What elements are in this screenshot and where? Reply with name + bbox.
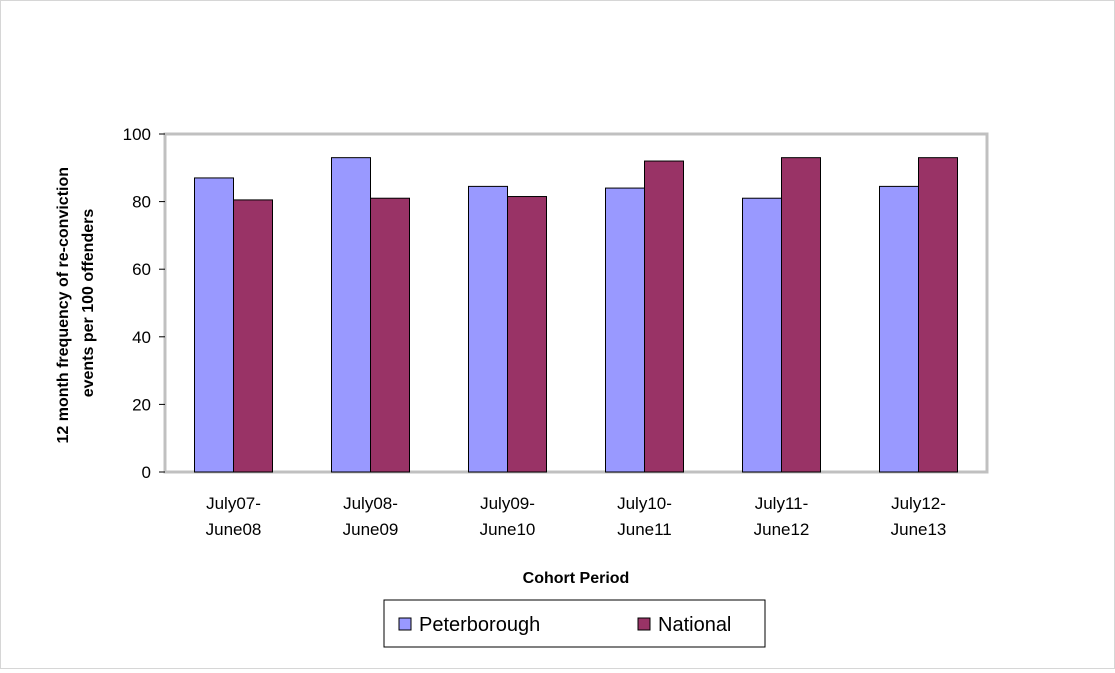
x-tick-label: July12- June13 bbox=[891, 494, 947, 539]
x-tick-label-line: July12- bbox=[891, 494, 946, 513]
bar-national-0 bbox=[233, 199, 273, 473]
y-axis-title: 12 month frequency of re-conviction even… bbox=[55, 163, 97, 444]
bar-peterborough-1 bbox=[331, 157, 371, 473]
x-tick-label-line: June11 bbox=[617, 520, 672, 539]
bars bbox=[194, 157, 958, 473]
x-tick-label: July07- June08 bbox=[206, 494, 262, 539]
legend-label-national: National bbox=[658, 614, 731, 636]
x-tick-label-line: July11- bbox=[755, 494, 809, 513]
legend-label-peterborough: Peterborough bbox=[419, 614, 540, 636]
x-tick-label: July11- June12 bbox=[754, 494, 810, 539]
x-tick-label-line: July09- bbox=[480, 494, 535, 513]
y-tick-label: 20 bbox=[132, 395, 151, 414]
x-tick-label: July08- June09 bbox=[343, 494, 399, 539]
bar-national-4 bbox=[781, 157, 821, 473]
bar-peterborough-2 bbox=[468, 185, 508, 473]
x-tick-label-line: June13 bbox=[891, 520, 947, 539]
x-axis: July07-June08July08-June09July09-June10J… bbox=[206, 494, 947, 539]
x-axis-title: Cohort Period bbox=[523, 570, 630, 587]
legend-box bbox=[383, 599, 766, 648]
bar-national-2 bbox=[507, 196, 547, 473]
x-tick-label-line: June09 bbox=[343, 520, 399, 539]
legend: Peterborough National bbox=[383, 599, 766, 648]
legend-swatch-peterborough bbox=[398, 617, 412, 631]
y-axis: 0 20 40 60 80 100 bbox=[123, 125, 165, 482]
y-tick-label: 100 bbox=[123, 125, 151, 144]
y-tick-label: 80 bbox=[132, 193, 151, 212]
y-tick-label: 0 bbox=[142, 463, 151, 482]
bar-peterborough-4 bbox=[742, 197, 782, 473]
x-tick-label: July10- June11 bbox=[617, 494, 672, 539]
x-tick-label-line: July10- bbox=[617, 494, 672, 513]
x-tick-label-line: June12 bbox=[754, 520, 810, 539]
x-tick-label-line: June10 bbox=[480, 520, 536, 539]
y-axis-title-line-2: events per 100 offenders bbox=[80, 209, 97, 398]
bar-peterborough-3 bbox=[605, 187, 645, 473]
y-tick-label: 60 bbox=[132, 260, 151, 279]
bar-peterborough-0 bbox=[194, 177, 234, 473]
bar-national-3 bbox=[644, 160, 684, 473]
y-tick-label: 40 bbox=[132, 328, 151, 347]
plot-area bbox=[163, 132, 989, 474]
x-tick-label-line: July08- bbox=[343, 494, 398, 513]
bar-national-1 bbox=[370, 197, 410, 473]
y-axis-title-line-1: 12 month frequency of re-conviction bbox=[55, 167, 72, 443]
x-tick-label-line: June08 bbox=[206, 520, 262, 539]
bar-peterborough-5 bbox=[879, 185, 919, 473]
bar-national-5 bbox=[918, 157, 958, 473]
legend-swatch-national bbox=[637, 617, 651, 631]
x-tick-label-line: July07- bbox=[206, 494, 261, 513]
x-tick-label: July09- June10 bbox=[480, 494, 536, 539]
